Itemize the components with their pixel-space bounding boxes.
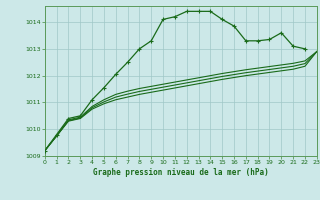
X-axis label: Graphe pression niveau de la mer (hPa): Graphe pression niveau de la mer (hPa) xyxy=(93,168,269,177)
